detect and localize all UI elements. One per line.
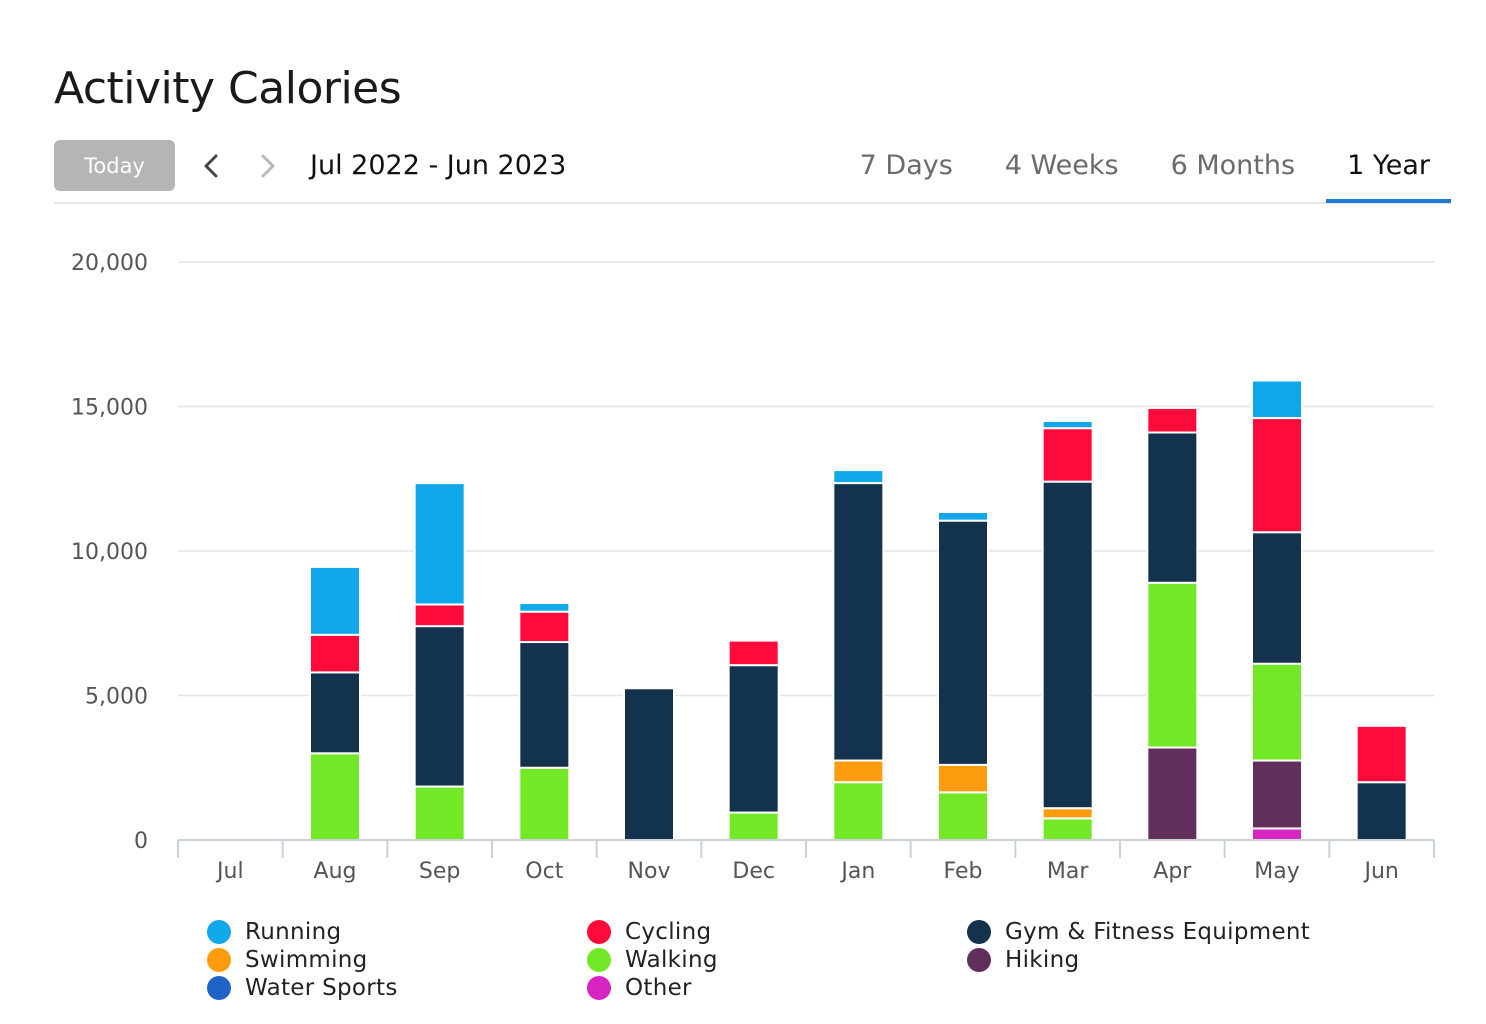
bar-jan-running <box>832 469 885 485</box>
legend-item-other[interactable]: Other <box>587 974 692 1002</box>
x-tick-label-may: May <box>1254 859 1299 884</box>
bar-sep-cycling <box>413 603 466 628</box>
y-tick-label-20000: 20,000 <box>71 251 148 276</box>
bar-jan-gym <box>832 482 885 762</box>
bar-oct-cycling <box>518 610 571 644</box>
legend-item-water-sports[interactable]: Water Sports <box>207 974 398 1002</box>
x-tick-label-jun: Jun <box>1362 859 1398 884</box>
bar-oct-walking <box>518 766 571 841</box>
legend-item-cycling[interactable]: Cycling <box>587 918 711 946</box>
bar-sep-running <box>413 482 466 606</box>
x-tick-label-nov: Nov <box>628 859 671 884</box>
bar-mar-walking <box>1041 817 1094 842</box>
legend-swatch-gym <box>967 920 991 944</box>
legend-label-swimming: Swimming <box>245 947 368 973</box>
legend-swatch-water-sports <box>207 976 231 1000</box>
legend-label-other: Other <box>625 975 692 1001</box>
bar-may-other <box>1251 827 1303 842</box>
legend-label-water-sports: Water Sports <box>245 975 398 1001</box>
bar-mar-cycling <box>1041 427 1094 483</box>
bar-apr-cycling <box>1146 406 1199 434</box>
legend-item-running[interactable]: Running <box>207 918 341 946</box>
x-tick-label-jul: Jul <box>215 859 244 884</box>
today-button[interactable]: Today <box>54 140 175 191</box>
page-title: Activity Calories <box>54 63 402 115</box>
bar-may-walking <box>1251 662 1303 762</box>
legend-swatch-running <box>207 920 231 944</box>
legend-label-gym: Gym & Fitness Equipment <box>1005 919 1311 945</box>
chart-legend: Running Swimming Water Sports Cycling Wa… <box>207 918 1407 1010</box>
bar-oct-running <box>518 602 571 613</box>
y-tick-label-15000: 15,000 <box>71 396 148 421</box>
previous-period-button[interactable] <box>196 150 226 182</box>
legend-item-gym[interactable]: Gym & Fitness Equipment <box>967 918 1310 946</box>
legend-item-walking[interactable]: Walking <box>587 946 718 974</box>
y-tick-label-10000: 10,000 <box>71 540 148 565</box>
bar-jun-cycling <box>1355 724 1408 784</box>
bar-mar-gym <box>1041 480 1094 810</box>
bar-aug-cycling <box>309 633 361 674</box>
x-tick-label-mar: Mar <box>1047 859 1089 884</box>
bar-may-running <box>1251 379 1303 420</box>
bar-jan-swimming <box>832 759 885 784</box>
bar-sep-walking <box>413 785 466 841</box>
bar-feb-gym <box>937 519 989 766</box>
activity-calories-chart: 0 5,000 10,000 15,000 20,000 Jul Aug Sep Oct Nov D… <box>71 251 1435 884</box>
date-toolbar: Today Jul 2022 - Jun 2023 7 Days 4 Weeks… <box>54 140 1451 204</box>
chevron-right-icon <box>261 154 275 178</box>
bar-dec-gym <box>727 664 780 814</box>
bar-may-cycling <box>1251 417 1303 534</box>
bar-dec-walking <box>727 811 780 841</box>
legend-item-hiking[interactable]: Hiking <box>967 946 1079 974</box>
period-tabs: 7 Days 4 Weeks 6 Months 1 Year <box>808 140 1451 203</box>
legend-swatch-walking <box>587 948 611 972</box>
bar-feb-walking <box>937 791 989 842</box>
bar-feb-running <box>937 510 989 522</box>
legend-label-walking: Walking <box>625 947 718 973</box>
legend-label-cycling: Cycling <box>625 919 712 945</box>
bar-aug-walking <box>309 752 361 841</box>
tab-1-year[interactable]: 1 Year <box>1326 140 1451 203</box>
bar-aug-running <box>309 565 361 636</box>
legend-swatch-swimming <box>207 948 231 972</box>
x-tick-label-jan: Jan <box>839 859 875 884</box>
bar-aug-gym <box>309 671 361 755</box>
tab-4-weeks[interactable]: 4 Weeks <box>1004 150 1119 181</box>
bar-may-gym <box>1251 531 1303 665</box>
legend-swatch-other <box>587 976 611 1000</box>
legend-swatch-cycling <box>587 920 611 944</box>
tab-6-months[interactable]: 6 Months <box>1170 150 1296 181</box>
bar-feb-swimming <box>937 763 989 794</box>
bar-jun-gym <box>1355 781 1408 842</box>
date-range-label: Jul 2022 - Jun 2023 <box>310 150 567 181</box>
legend-label-hiking: Hiking <box>1005 947 1080 973</box>
next-period-button[interactable] <box>253 150 283 182</box>
legend-label-running: Running <box>245 919 342 945</box>
bar-apr-walking <box>1146 581 1199 749</box>
chevron-left-icon <box>204 154 218 178</box>
x-tick-label-apr: Apr <box>1153 859 1192 884</box>
x-tick-label-aug: Aug <box>314 859 357 884</box>
x-tick-label-feb: Feb <box>944 859 983 884</box>
bar-apr-hiking <box>1146 746 1199 842</box>
x-tick-label-oct: Oct <box>525 859 563 884</box>
bar-nov-gym <box>623 687 675 842</box>
x-tick-label-dec: Dec <box>732 859 775 884</box>
x-tick-label-sep: Sep <box>419 859 460 884</box>
y-tick-label-0: 0 <box>134 829 148 854</box>
tab-7-days[interactable]: 7 Days <box>859 150 953 181</box>
bar-mar-swimming <box>1041 807 1094 820</box>
bar-jan-walking <box>832 781 885 842</box>
bar-oct-gym <box>518 641 571 769</box>
legend-swatch-hiking <box>967 948 991 972</box>
bar-dec-cycling <box>727 639 780 667</box>
legend-item-swimming[interactable]: Swimming <box>207 946 368 974</box>
bar-apr-gym <box>1146 431 1199 584</box>
bar-may-hiking <box>1251 759 1303 830</box>
bar-mar-running <box>1041 419 1094 430</box>
bar-sep-gym <box>413 625 466 788</box>
y-tick-label-5000: 5,000 <box>85 685 148 710</box>
